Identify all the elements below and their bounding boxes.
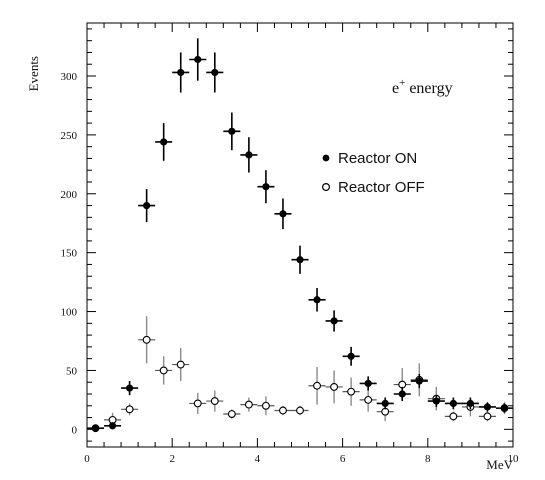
annotation-suffix: energy (405, 80, 452, 97)
point-reactor-on (500, 404, 509, 412)
point-reactor-on (194, 55, 202, 64)
point-reactor-off (449, 412, 458, 421)
point-reactor-off (313, 381, 321, 390)
plot-frame (86, 22, 514, 448)
point-reactor-on (432, 397, 440, 405)
x-tick-label: 10 (508, 453, 520, 465)
point-reactor-on (279, 210, 287, 218)
point-reactor-off (261, 401, 270, 410)
point-reactor-off (125, 405, 134, 414)
point-reactor-on (364, 379, 372, 387)
point-reactor-on (483, 403, 492, 411)
point-reactor-on (143, 201, 151, 210)
legend: Reactor ON Reactor OFF (322, 150, 425, 196)
point-reactor-on (449, 399, 457, 408)
point-reactor-on (381, 399, 389, 408)
point-reactor-off (193, 399, 202, 408)
point-reactor-off (244, 400, 253, 409)
point-reactor-off (347, 387, 356, 396)
x-tick-label: 8 (425, 453, 431, 465)
point-reactor-on (330, 317, 338, 325)
y-tick-label: 100 (61, 307, 78, 319)
point-reactor-off (176, 360, 185, 369)
x-tick-label: 6 (340, 453, 346, 465)
y-axis-title: Events (26, 56, 41, 91)
series-reactor-on (87, 38, 513, 432)
point-reactor-off (279, 406, 287, 415)
legend-label-reactor-on: Reactor ON (338, 150, 417, 167)
annotation-energy: e+ energy (392, 77, 453, 97)
y-tick-label: 0 (72, 424, 78, 436)
y-tick-label: 250 (61, 130, 78, 142)
point-reactor-on (296, 256, 304, 264)
legend-marker-reactor-on (322, 154, 330, 162)
point-reactor-on (347, 352, 355, 360)
point-reactor-off (210, 397, 219, 406)
point-reactor-on (126, 384, 134, 392)
x-axis-title: MeV (486, 457, 513, 472)
point-reactor-on (415, 377, 423, 385)
point-reactor-off (483, 412, 492, 421)
point-reactor-on (262, 183, 270, 191)
point-reactor-on (245, 151, 253, 159)
y-tick-label: 50 (66, 365, 78, 377)
point-reactor-on (108, 422, 117, 430)
point-reactor-off (159, 366, 168, 375)
annotation-superscript: + (399, 77, 405, 89)
point-reactor-on (91, 424, 100, 432)
point-reactor-off (227, 410, 236, 418)
point-reactor-on (160, 138, 168, 146)
y-tick-label: 200 (61, 189, 78, 201)
x-tick-label: 0 (84, 453, 90, 465)
point-reactor-off (142, 335, 151, 344)
point-reactor-off (364, 395, 373, 404)
x-tick-label: 4 (255, 453, 261, 465)
point-reactor-on (398, 390, 406, 398)
point-reactor-on (211, 68, 219, 77)
point-reactor-off (296, 406, 304, 415)
point-reactor-on (466, 399, 474, 408)
x-tick-label: 2 (169, 453, 175, 465)
legend-marker-reactor-off (322, 183, 331, 192)
point-reactor-on (177, 68, 185, 77)
y-tick-label: 150 (61, 248, 78, 260)
point-reactor-off (330, 382, 339, 391)
y-tick-label: 300 (61, 71, 78, 83)
annotation-text: e (392, 80, 399, 97)
point-reactor-on (228, 127, 236, 135)
series-reactor-off (87, 316, 513, 433)
point-reactor-on (313, 296, 321, 304)
legend-label-reactor-off: Reactor OFF (338, 179, 425, 196)
